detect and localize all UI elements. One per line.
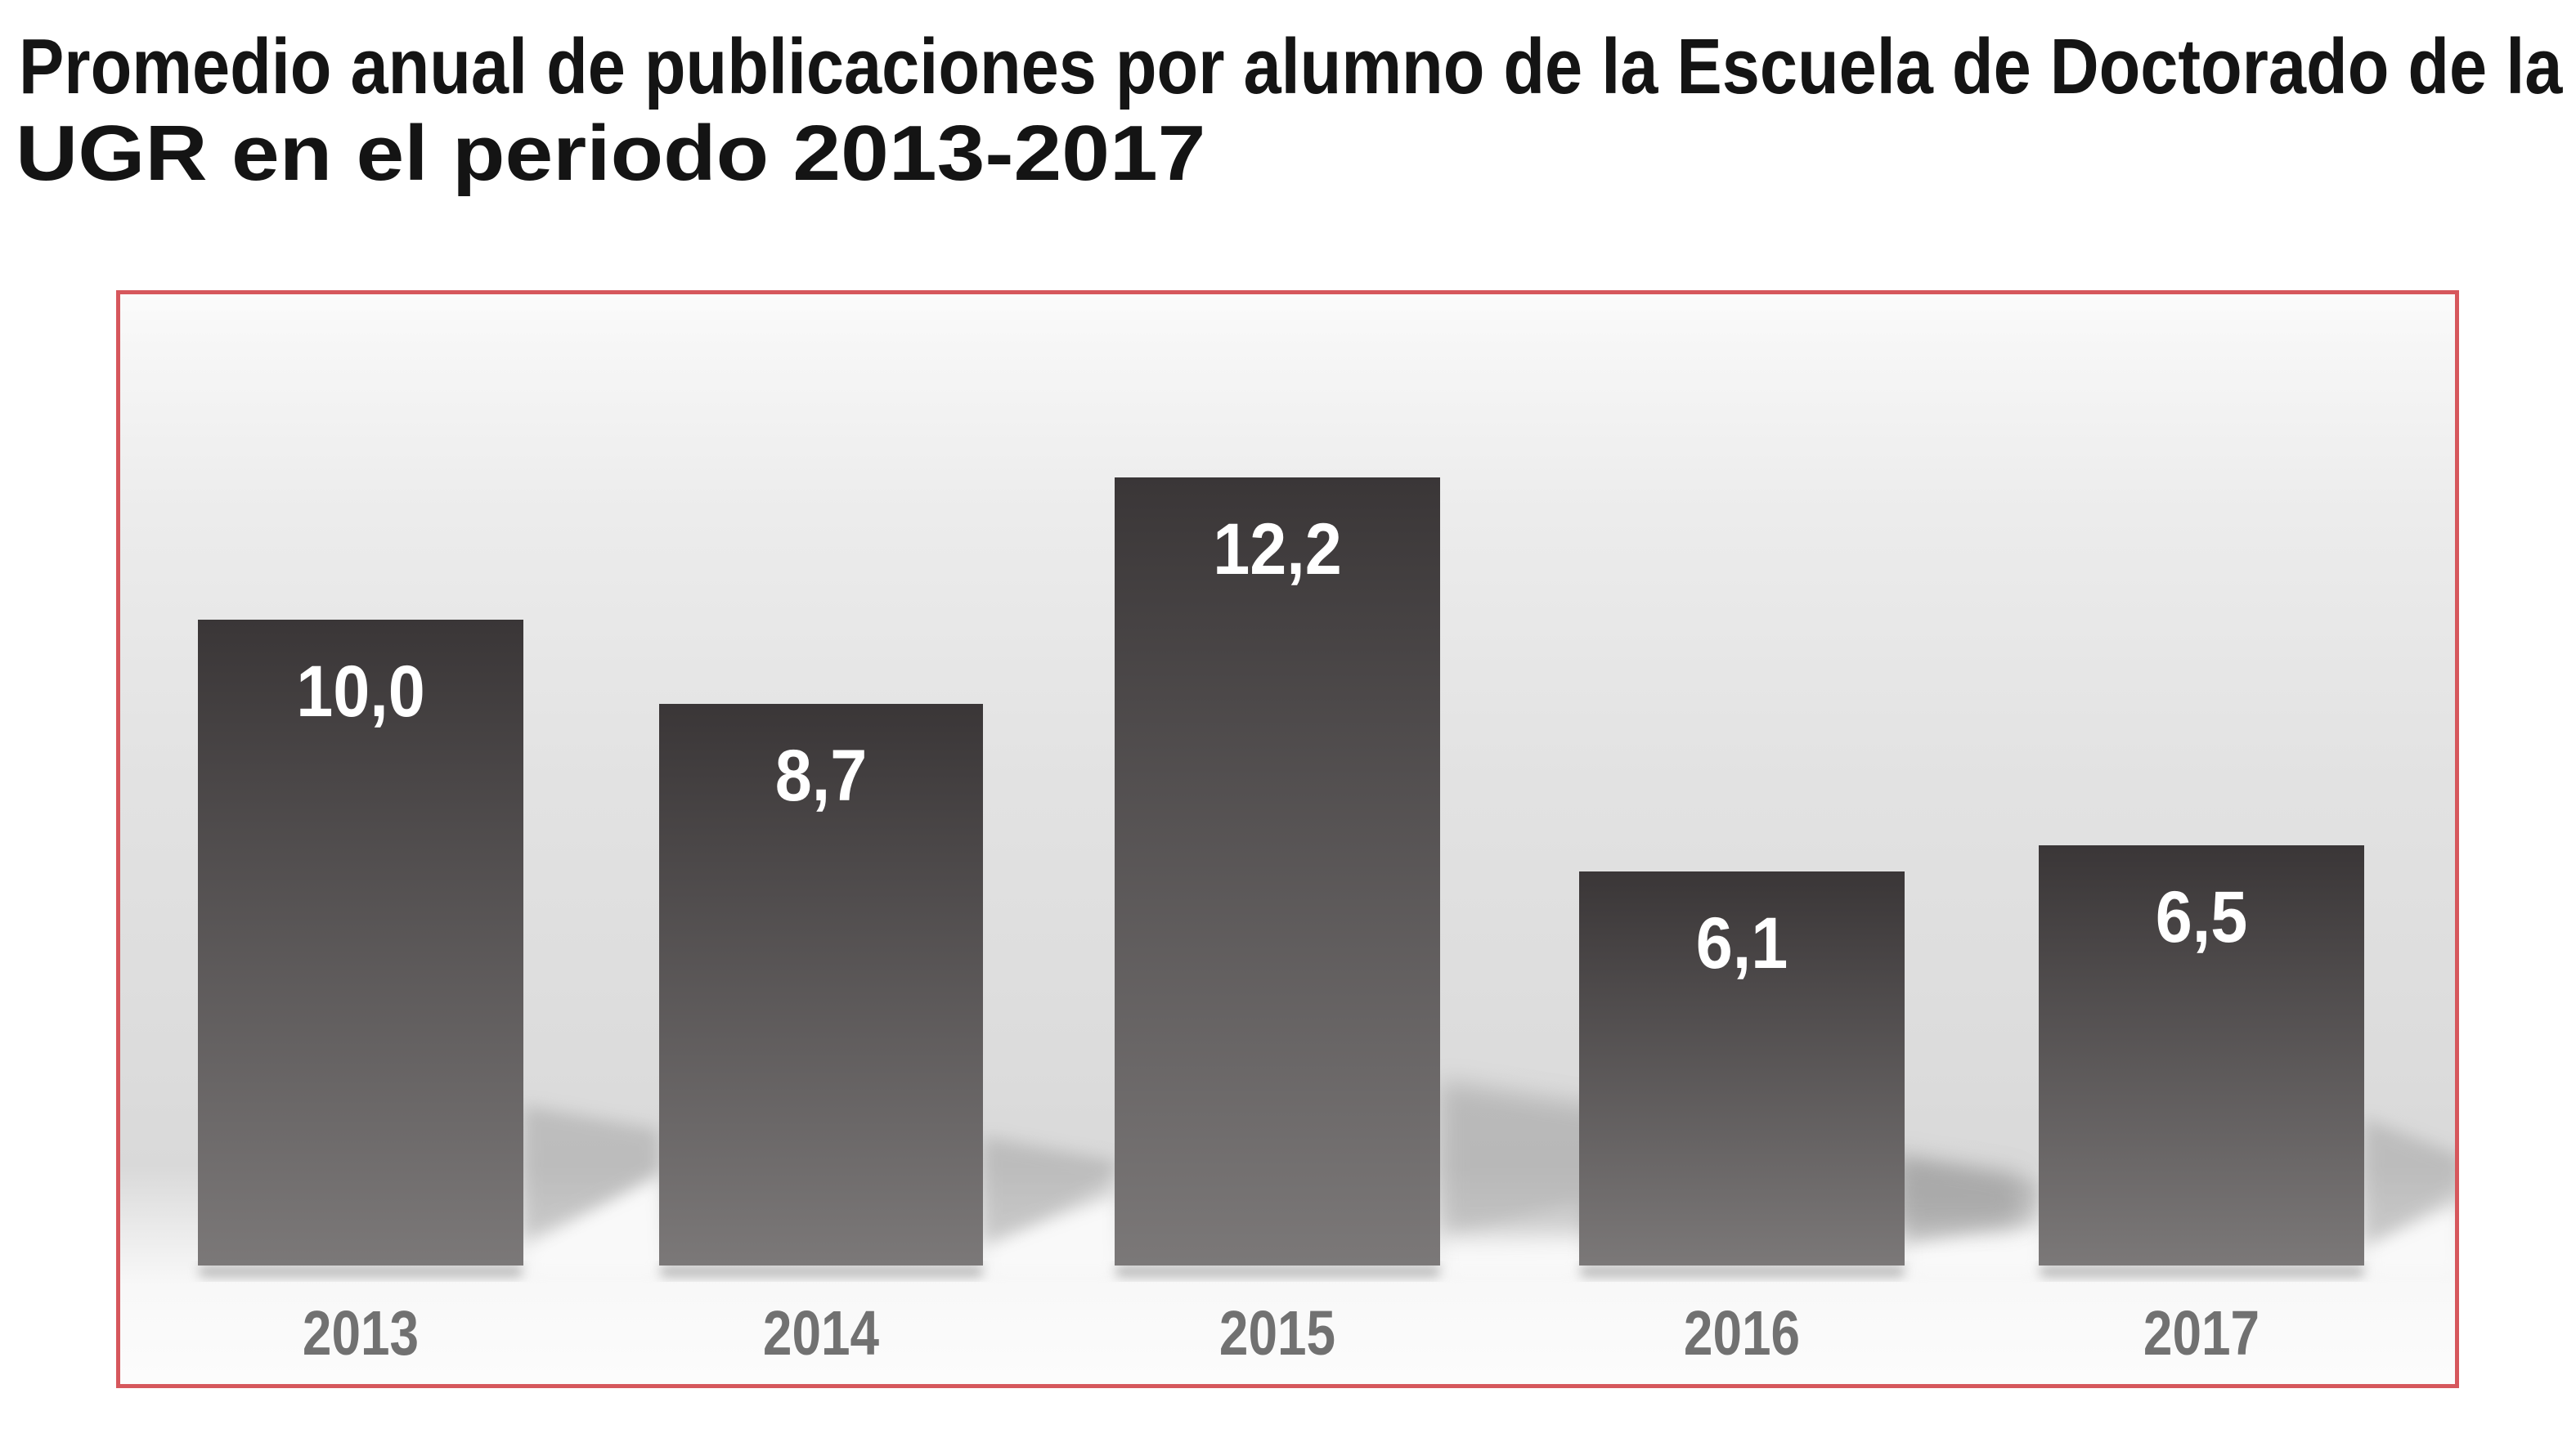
svg-text:8,7: 8,7: [775, 736, 868, 817]
svg-text:6,1: 6,1: [1696, 903, 1788, 984]
svg-text:UGR en el periodo 2013-2017: UGR en el periodo 2013-2017: [16, 110, 1205, 197]
svg-text:6,5: 6,5: [2156, 877, 2248, 958]
svg-text:12,2: 12,2: [1213, 509, 1342, 590]
svg-text:10,0: 10,0: [296, 652, 425, 732]
svg-text:2017: 2017: [2143, 1297, 2260, 1368]
svg-text:2015: 2015: [1219, 1297, 1335, 1368]
svg-text:Promedio anual de publicacione: Promedio anual de publicaciones por alum…: [19, 23, 2563, 110]
svg-text:2016: 2016: [1684, 1297, 1800, 1368]
svg-text:2013: 2013: [303, 1297, 419, 1368]
svg-text:2014: 2014: [763, 1297, 879, 1368]
